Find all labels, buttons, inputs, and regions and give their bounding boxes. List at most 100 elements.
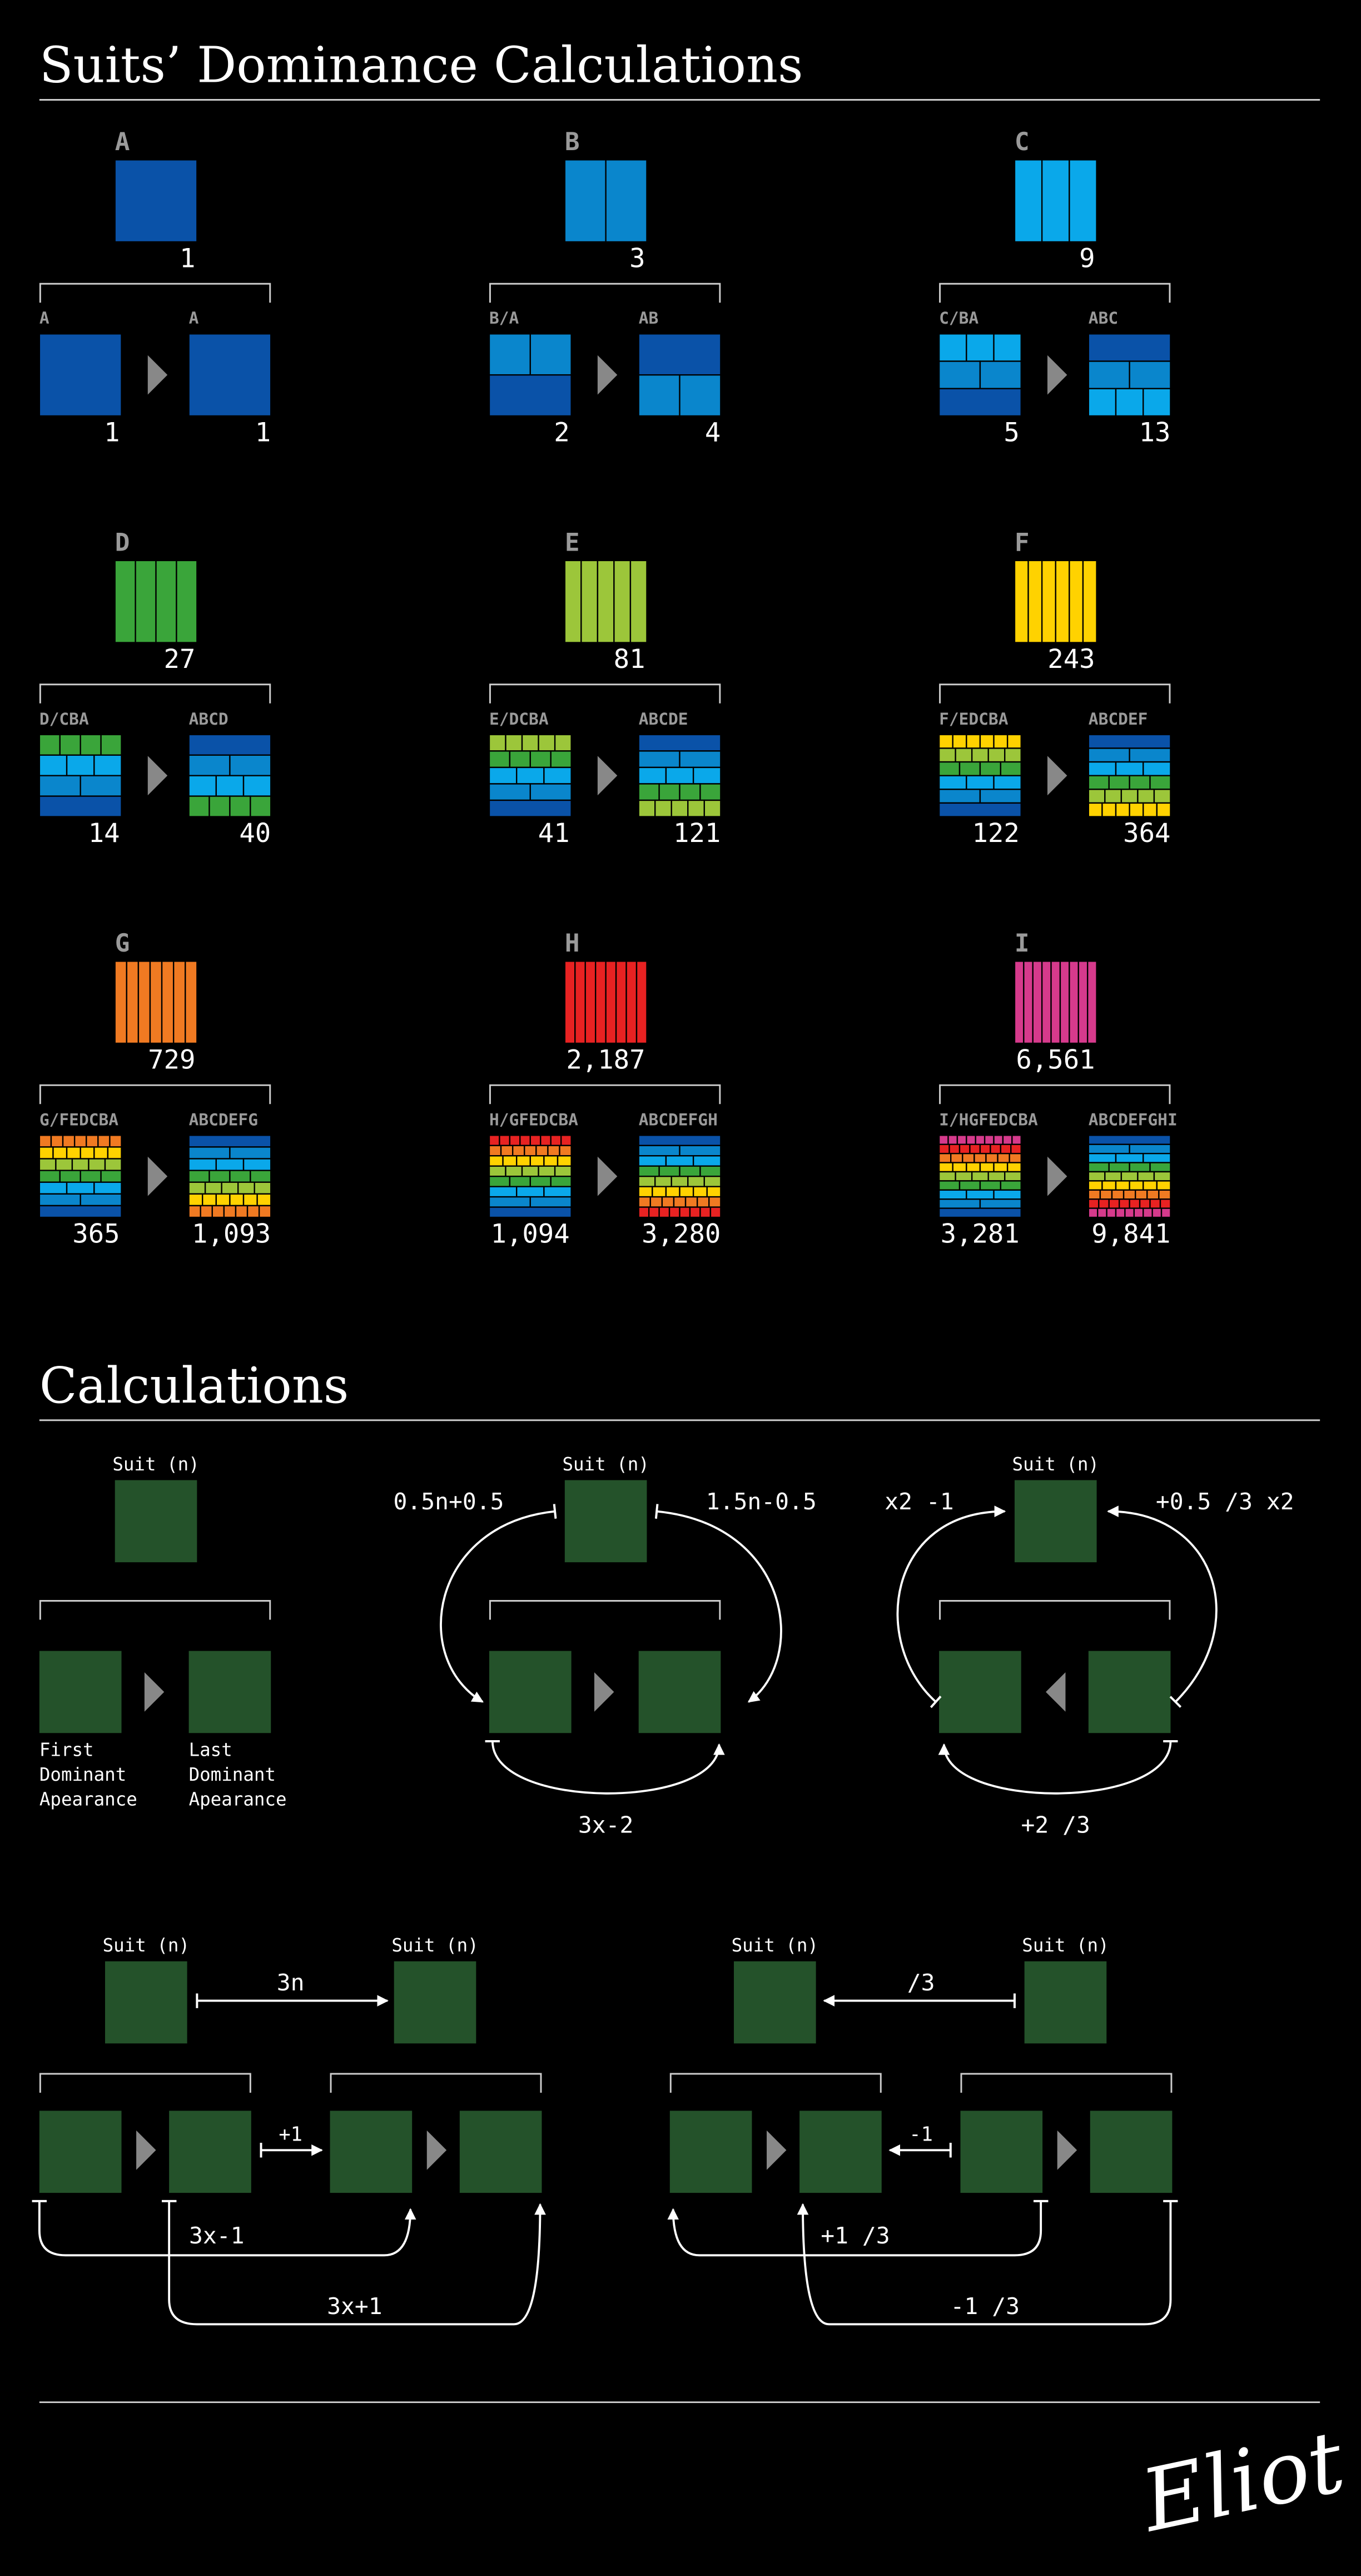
arrow	[1107, 1505, 1218, 1708]
brick	[993, 1189, 1022, 1200]
last-label: AB	[639, 309, 659, 328]
brick	[516, 1155, 531, 1167]
suit-label: Suit (n)	[1022, 1935, 1109, 1956]
suit-stripe	[1041, 559, 1056, 643]
bracket	[330, 2073, 542, 2093]
brick	[559, 1145, 572, 1157]
last-value: 9,841	[1091, 1219, 1170, 1250]
suit-stripe	[1069, 159, 1097, 243]
brick	[987, 747, 1006, 763]
suit-letter: D	[115, 528, 130, 557]
brick	[670, 1176, 689, 1187]
brick	[1111, 1189, 1125, 1200]
brick	[80, 734, 102, 756]
brick	[100, 1170, 122, 1183]
brick	[80, 1146, 95, 1160]
arrow-triangle	[1046, 1672, 1066, 1712]
last-caption: Apearance	[189, 1789, 287, 1810]
brick	[80, 775, 122, 797]
suit-box	[669, 2111, 752, 2193]
first-value: 3,281	[941, 1219, 1020, 1250]
first-value: 1,094	[490, 1219, 569, 1250]
brick	[638, 799, 656, 818]
brick	[202, 1193, 217, 1207]
suit-box	[105, 1961, 187, 2044]
suit-count: 2,187	[566, 1044, 645, 1075]
suit-label: Suit (n)	[562, 1454, 649, 1475]
last-label: ABCDEFG	[189, 1110, 258, 1129]
brick	[488, 1186, 518, 1198]
brick	[1137, 1171, 1155, 1182]
brick	[938, 360, 981, 389]
brick	[1087, 1171, 1106, 1182]
brick	[1153, 789, 1171, 804]
brick	[952, 734, 967, 749]
suit-stripe	[1014, 159, 1043, 243]
brick	[1087, 360, 1130, 389]
brick	[1120, 789, 1139, 804]
brick	[516, 1186, 545, 1198]
brick	[38, 1146, 54, 1160]
brick	[38, 754, 68, 776]
brick	[938, 333, 967, 362]
suit-stripe	[172, 960, 186, 1044]
brick	[38, 775, 81, 797]
arrow	[654, 1504, 782, 1703]
brick	[687, 799, 705, 818]
brick	[975, 1135, 986, 1145]
brick	[1149, 775, 1171, 790]
brick	[93, 754, 122, 776]
brick	[938, 1189, 967, 1200]
suit-box	[638, 1651, 721, 1733]
suit-stripe	[597, 559, 615, 643]
brick	[1087, 1198, 1100, 1209]
bracket	[39, 1084, 271, 1104]
brick	[250, 1170, 272, 1183]
brick	[254, 1181, 272, 1195]
brick	[1087, 789, 1106, 804]
formula: /3	[907, 1969, 935, 1996]
suit-count: 27	[164, 644, 196, 675]
brick	[1160, 1207, 1171, 1218]
brick	[1158, 1189, 1171, 1200]
brick	[1011, 1135, 1022, 1145]
first-label: B/A	[489, 309, 519, 328]
brick	[62, 1135, 76, 1148]
brick	[488, 1155, 504, 1167]
suit-box	[394, 1961, 476, 2044]
brick	[1087, 1180, 1103, 1191]
arrow-triangle	[1057, 2130, 1077, 2170]
brick	[938, 734, 953, 749]
brick	[221, 1181, 239, 1195]
brick	[516, 766, 545, 785]
brick	[638, 333, 722, 376]
brick	[1156, 1180, 1171, 1191]
suit-stripe	[1055, 559, 1070, 643]
suit-box	[330, 2111, 413, 2193]
brick	[38, 1205, 122, 1218]
arrow-triangle	[1047, 355, 1067, 395]
arrow-triangle	[147, 1156, 168, 1196]
brick	[649, 1196, 663, 1208]
brick	[947, 1135, 958, 1145]
brick	[488, 374, 572, 417]
bracket	[489, 1084, 721, 1104]
brick	[938, 1153, 952, 1163]
brick	[256, 1193, 272, 1207]
brick	[938, 1171, 956, 1182]
brick	[88, 1158, 106, 1171]
formula: +1	[279, 2123, 302, 2146]
formula: 1.5n-0.5	[706, 1488, 817, 1515]
suit-stripe	[176, 559, 198, 643]
suit-stripe	[161, 960, 175, 1044]
brick	[985, 1153, 999, 1163]
brick	[687, 1176, 705, 1187]
brick	[1104, 789, 1122, 804]
brick	[661, 1196, 675, 1208]
brick	[109, 1135, 122, 1148]
brick	[529, 750, 552, 769]
brick	[52, 1146, 68, 1160]
brick	[1097, 1207, 1107, 1218]
suit-stripe	[1059, 960, 1070, 1044]
first-label: D/CBA	[39, 710, 89, 729]
